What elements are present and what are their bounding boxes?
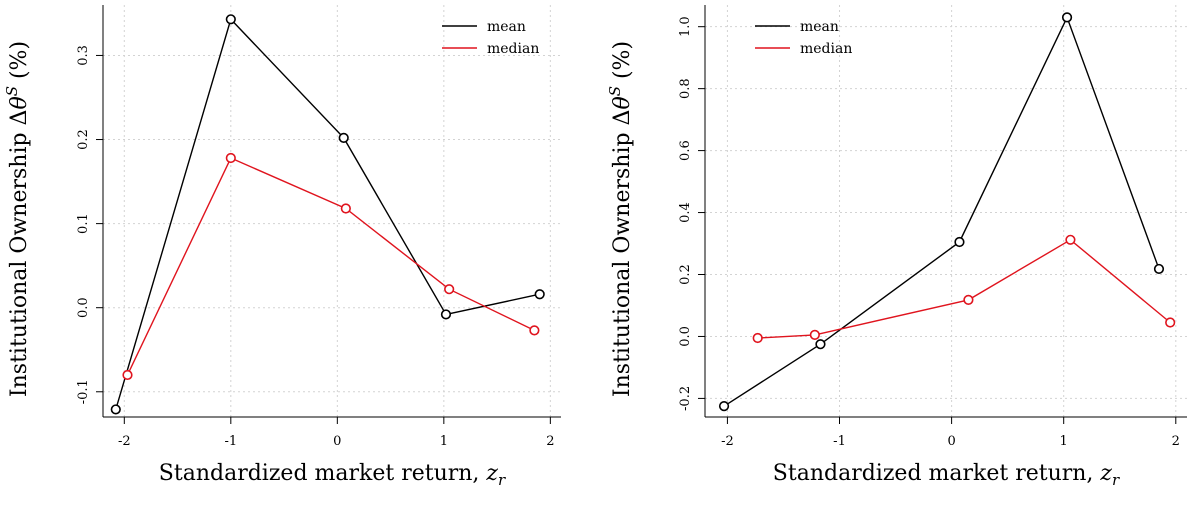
x-tick-label: -2 bbox=[118, 434, 131, 449]
data-point-mean bbox=[225, 14, 236, 25]
legend-label-median: median bbox=[487, 41, 539, 57]
y-axis-title-superscript: S bbox=[3, 86, 21, 96]
y-tick-label: 0.4 bbox=[678, 202, 693, 223]
y-axis-title-superscript: S bbox=[606, 86, 624, 96]
x-tick-label: 2 bbox=[546, 434, 554, 449]
legend-label-median: median bbox=[800, 41, 852, 57]
data-point-median bbox=[963, 294, 974, 306]
x-axis-title-var: z bbox=[485, 461, 498, 486]
y-tick-label: 0.6 bbox=[678, 140, 693, 161]
data-point-median bbox=[1065, 234, 1076, 245]
x-tick-label: 0 bbox=[947, 434, 955, 449]
data-point-mean bbox=[110, 404, 121, 415]
x-axis-title: Standardized market return, zr bbox=[159, 461, 506, 489]
chart-panel-2: -2 -1 0 1 2 -0.2 0.0 0.2 0.4 0.6 0.8 1.0 Standardize… bbox=[606, 5, 1187, 489]
x-tick-label: 1 bbox=[1060, 434, 1068, 449]
y-tick-label: -0.1 bbox=[76, 379, 91, 404]
x-axis-title-subscript: r bbox=[498, 471, 506, 489]
data-point-median bbox=[752, 332, 763, 344]
data-point-median bbox=[225, 152, 236, 164]
y-tick-label: 0.0 bbox=[678, 326, 693, 347]
series-line-mean bbox=[115, 17, 540, 410]
data-point-mean bbox=[954, 236, 965, 248]
data-point-median bbox=[444, 284, 455, 295]
series-line-median bbox=[126, 157, 535, 376]
y-axis-title: Institutional Ownership ΔθS (%) bbox=[3, 41, 32, 397]
y-tick-label: 0.1 bbox=[76, 213, 91, 234]
y-tick-label: 0.8 bbox=[678, 78, 693, 99]
series-line-mean bbox=[723, 15, 1160, 407]
y-tick-label: 0.2 bbox=[76, 129, 91, 150]
x-tick-label: -2 bbox=[721, 434, 734, 449]
data-point-median bbox=[340, 203, 351, 214]
data-point-median bbox=[529, 325, 540, 336]
data-point-mean bbox=[338, 132, 349, 143]
y-tick-label: 0.0 bbox=[76, 297, 91, 318]
x-axis-title-text: Standardized market return, bbox=[773, 461, 1101, 486]
y-tick-label: -0.2 bbox=[678, 386, 693, 411]
data-point-mean bbox=[815, 339, 826, 350]
data-point-mean bbox=[534, 289, 545, 300]
y-tick-label: 0.2 bbox=[678, 264, 693, 285]
y-axis-title: Institutional Ownership ΔθS (%) bbox=[606, 41, 635, 397]
data-point-mean bbox=[1061, 12, 1073, 23]
y-tick-label: 1.0 bbox=[678, 16, 693, 37]
legend-label-mean: mean bbox=[487, 19, 526, 35]
data-point-median bbox=[1165, 317, 1176, 328]
y-axis-title-var: θ bbox=[7, 96, 32, 109]
chart-panel-1: -2 -1 0 1 2 -0.1 0.0 0.1 0.2 0.3 Standardized mark… bbox=[3, 5, 561, 489]
data-point-mean bbox=[718, 401, 730, 412]
y-tick-label: 0.3 bbox=[76, 45, 91, 66]
y-axis-title-unit: (%) bbox=[7, 41, 32, 86]
x-axis-title: Standardized market return, zr bbox=[773, 461, 1120, 489]
x-tick-label: 1 bbox=[440, 434, 448, 449]
y-axis-title-var: θ bbox=[610, 96, 635, 109]
y-axis-title-text: Institutional Ownership Δ bbox=[7, 110, 32, 398]
data-point-mean bbox=[1153, 263, 1165, 275]
x-axis-title-subscript: r bbox=[1112, 471, 1120, 489]
data-point-median bbox=[122, 369, 133, 381]
x-axis-title-text: Standardized market return, bbox=[159, 461, 487, 486]
x-tick-label: 0 bbox=[333, 434, 341, 449]
data-point-median bbox=[809, 329, 820, 341]
y-axis-title-text: Institutional Ownership Δ bbox=[610, 110, 635, 398]
data-point-mean bbox=[440, 309, 452, 320]
x-tick-label: -1 bbox=[833, 434, 846, 449]
legend-label-mean: mean bbox=[800, 19, 839, 35]
legend: mean median bbox=[442, 19, 539, 57]
x-axis-title-var: z bbox=[1099, 461, 1112, 486]
series-line-median bbox=[757, 238, 1171, 339]
x-tick-label: 2 bbox=[1172, 434, 1180, 449]
x-tick-label: -1 bbox=[224, 434, 237, 449]
legend: mean median bbox=[755, 19, 852, 57]
y-axis-title-unit: (%) bbox=[610, 41, 635, 86]
